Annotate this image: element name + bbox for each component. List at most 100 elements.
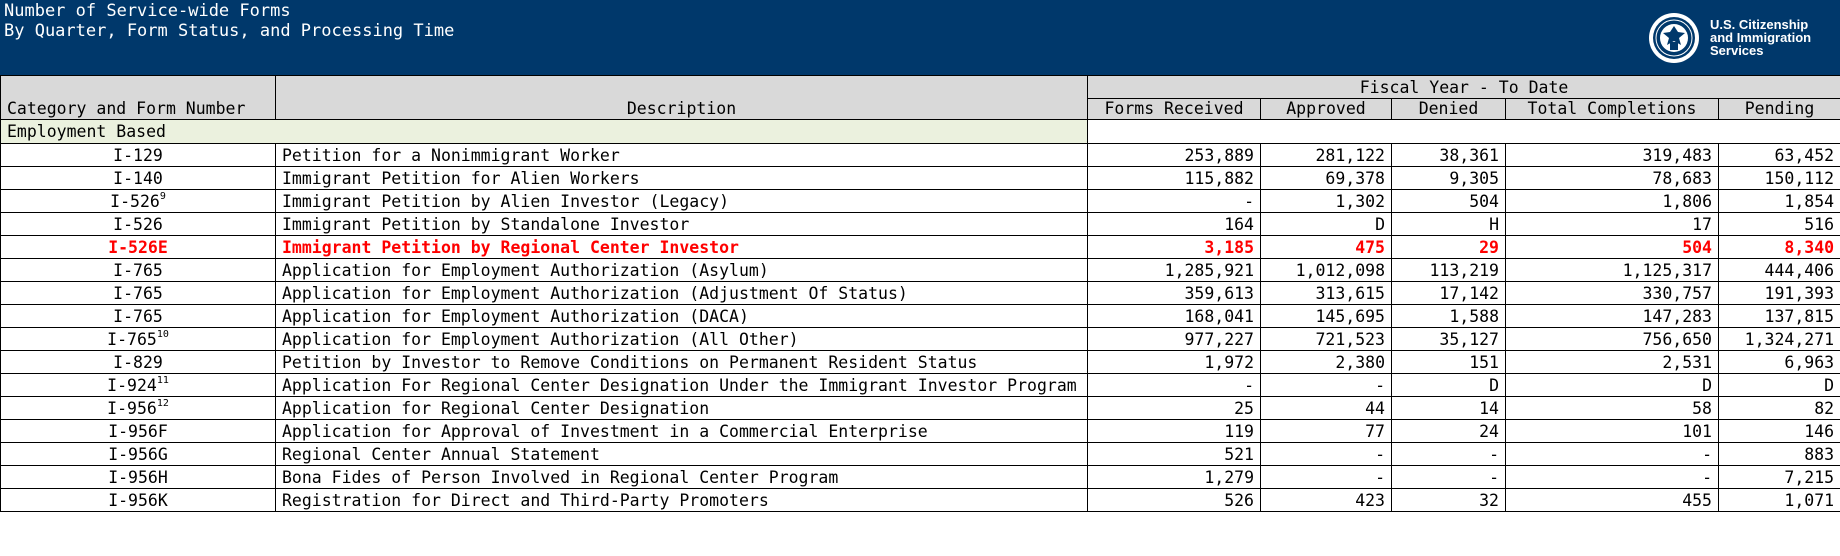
completions-cell: 101 [1505, 419, 1719, 443]
form-number: I-956F [108, 422, 168, 441]
form-number-cell: I-95612 [0, 396, 276, 420]
description-cell: Application for Employment Authorization… [275, 258, 1088, 282]
form-number: I-829 [113, 353, 163, 372]
table-row: I-76510 Application for Employment Author… [0, 327, 1840, 351]
denied-cell: 504 [1391, 189, 1506, 213]
pending-cell: 150,112 [1717, 166, 1840, 190]
form-number: I-526 [113, 215, 163, 234]
received-cell: 119 [1087, 419, 1261, 443]
form-number: I-765 [113, 307, 163, 326]
description-cell: Application for Employment Authorization… [275, 304, 1088, 328]
denied-cell: 32 [1391, 488, 1506, 512]
denied-cell: 14 [1391, 396, 1506, 420]
form-number-cell: I-765 [0, 304, 276, 328]
footnote-marker: 12 [156, 397, 169, 409]
denied-cell: 29 [1391, 235, 1506, 259]
description-cell: Application for Regional Center Designat… [275, 396, 1088, 420]
denied-cell: 151 [1391, 350, 1506, 374]
form-number-cell: I-956H [0, 465, 276, 489]
completions-cell: 17 [1505, 212, 1719, 236]
received-cell: - [1087, 373, 1261, 397]
table-row: I-526E Immigrant Petition by Regional Cen… [0, 235, 1840, 259]
form-number-cell: I-765 [0, 281, 276, 305]
form-number: I-956G [108, 445, 168, 464]
form-number-cell: I-140 [0, 166, 276, 190]
received-cell: 164 [1087, 212, 1261, 236]
pending-cell: 444,406 [1717, 258, 1840, 282]
pending-cell: 191,393 [1717, 281, 1840, 305]
column-header-description: Description [275, 75, 1088, 120]
form-number-cell: I-76510 [0, 327, 276, 351]
completions-cell: - [1505, 465, 1719, 489]
description-cell: Registration for Direct and Third-Party … [275, 488, 1088, 512]
table-row: I-956G Regional Center Annual Statement 52… [0, 442, 1840, 466]
completions-cell: 2,531 [1505, 350, 1719, 374]
form-number: I-129 [113, 146, 163, 165]
form-number: I-140 [113, 169, 163, 188]
form-number: I-956 [107, 399, 157, 418]
form-number-cell: I-829 [0, 350, 276, 374]
description-cell: Petition by Investor to Remove Condition… [275, 350, 1088, 374]
approved-cell: - [1260, 465, 1392, 489]
table-row: I-765 Application for Employment Authoriz… [0, 258, 1840, 282]
report-subtitle: By Quarter, Form Status, and Processing … [4, 21, 455, 41]
received-cell: 521 [1087, 442, 1261, 466]
table-row: I-140 Immigrant Petition for Alien Worker… [0, 166, 1840, 190]
completions-cell: 319,483 [1505, 143, 1719, 167]
form-number-cell: I-526E [0, 235, 276, 259]
section-empty-cell [1086, 119, 1840, 144]
section-row-employment-based: Employment Based [0, 119, 1840, 144]
agency-name-line3: Services [1710, 43, 1764, 58]
approved-cell: 475 [1260, 235, 1392, 259]
approved-cell: 69,378 [1260, 166, 1392, 190]
form-number: I-526 [110, 192, 160, 211]
approved-cell: D [1260, 212, 1392, 236]
section-label: Employment Based [0, 119, 1088, 144]
denied-cell: 9,305 [1391, 166, 1506, 190]
approved-cell: 44 [1260, 396, 1392, 420]
form-number-cell: I-129 [0, 143, 276, 167]
denied-cell: 24 [1391, 419, 1506, 443]
form-number: I-924 [107, 376, 157, 395]
table-row: I-956F Application for Approval of Invest… [0, 419, 1840, 443]
description-cell: Application for Employment Authorization… [275, 327, 1088, 351]
table-row: I-95612 Application for Regional Center D… [0, 396, 1840, 420]
agency-name-line2: and Immigration [1710, 30, 1812, 45]
description-cell: Immigrant Petition by Alien Investor (Le… [275, 189, 1088, 213]
footnote-marker: 10 [156, 328, 169, 340]
description-cell: Regional Center Annual Statement [275, 442, 1088, 466]
received-cell: 526 [1087, 488, 1261, 512]
column-header-denied: Denied [1391, 98, 1506, 120]
description-cell: Immigrant Petition by Standalone Investo… [275, 212, 1088, 236]
pending-cell: 7,215 [1717, 465, 1840, 489]
column-group-fiscal-year: Fiscal Year - To Date [1086, 75, 1840, 99]
denied-cell: - [1391, 442, 1506, 466]
table-row: I-129 Petition for a Nonimmigrant Worker 2… [0, 143, 1840, 167]
column-header-approved: Approved [1260, 98, 1392, 120]
table-row: I-5269 Immigrant Petition by Alien Invest… [0, 189, 1840, 213]
footnote-marker: 9 [159, 190, 166, 202]
pending-cell: 137,815 [1717, 304, 1840, 328]
approved-cell: 1,012,098 [1260, 258, 1392, 282]
description-cell: Immigrant Petition by Regional Center In… [275, 235, 1088, 259]
form-number-cell: I-956F [0, 419, 276, 443]
pending-cell: 146 [1717, 419, 1840, 443]
pending-cell: 516 [1717, 212, 1840, 236]
completions-cell: 78,683 [1505, 166, 1719, 190]
pending-cell: 8,340 [1717, 235, 1840, 259]
agency-name: U.S. Citizenship and Immigration Service… [1710, 18, 1838, 57]
approved-cell: 313,615 [1260, 281, 1392, 305]
completions-cell: 1,125,317 [1505, 258, 1719, 282]
completions-cell: 504 [1505, 235, 1719, 259]
form-number: I-526E [108, 238, 168, 257]
received-cell: 1,279 [1087, 465, 1261, 489]
completions-cell: 330,757 [1505, 281, 1719, 305]
pending-cell: 1,854 [1717, 189, 1840, 213]
approved-cell: 77 [1260, 419, 1392, 443]
denied-cell: D [1391, 373, 1506, 397]
description-cell: Application For Regional Center Designat… [275, 373, 1088, 397]
approved-cell: - [1260, 442, 1392, 466]
completions-cell: 58 [1505, 396, 1719, 420]
received-cell: 3,185 [1087, 235, 1261, 259]
report-header: Number of Service-wide Forms By Quarter,… [0, 0, 1840, 75]
